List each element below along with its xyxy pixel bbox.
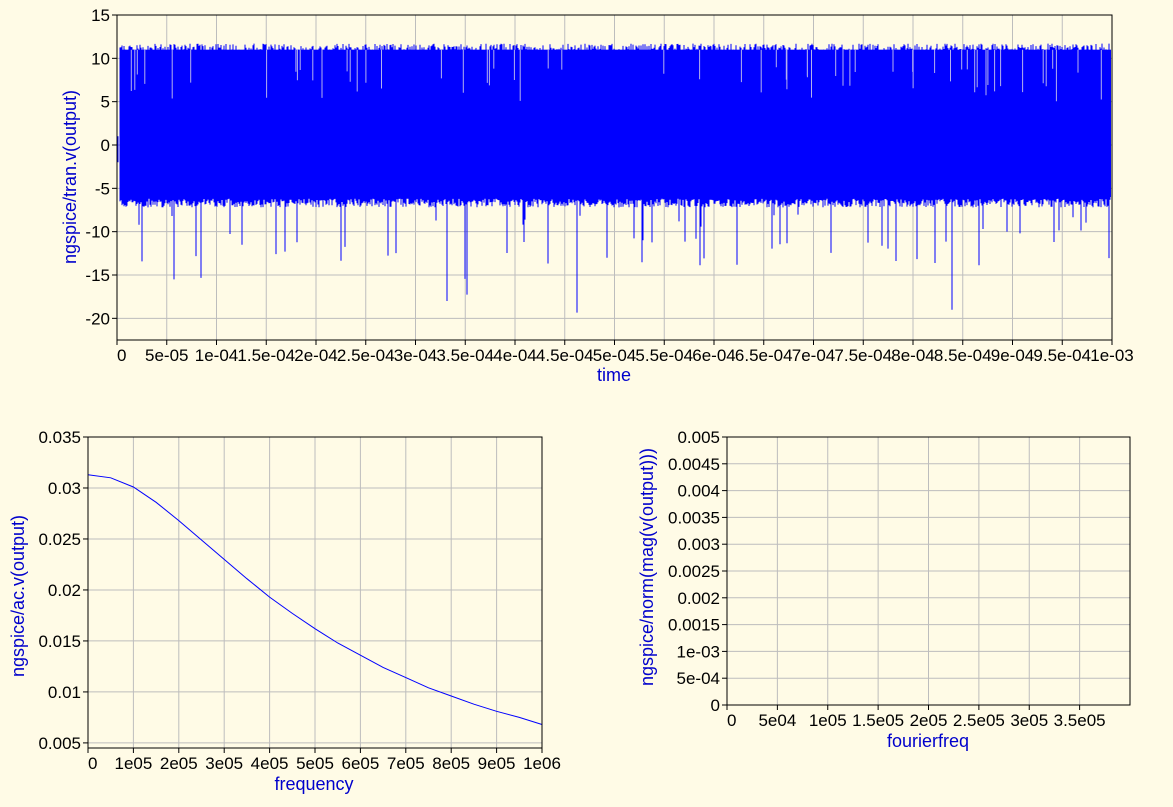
fourier-x-tick-label: 0 <box>727 711 736 730</box>
ac-x-tick-label: 8e05 <box>432 754 470 773</box>
ac-x-tick-label: 1e06 <box>523 754 561 773</box>
tran-x-tick-label: 4.5e-04 <box>536 346 594 365</box>
ac-y-tick-label: 0.01 <box>48 683 81 702</box>
tran-signal-line <box>117 43 1111 313</box>
ac-x-tick-label: 0 <box>88 754 97 773</box>
tran-y-tick-label: 10 <box>91 49 110 68</box>
fourier-gridlines <box>726 436 1130 706</box>
tran-x-tick-label: 1.5e-04 <box>237 346 295 365</box>
tran-y-tick-label: -5 <box>95 179 110 198</box>
fourier-x-tick-label: 2.5e05 <box>953 711 1005 730</box>
tran-y-tick-label: 15 <box>91 6 110 25</box>
ac-chart: 0 1e05 2e05 3e05 4e05 5e05 6e05 7e05 8e05 9e05 1e0… <box>8 428 561 794</box>
ac-x-tick-label: 3e05 <box>205 754 243 773</box>
ac-x-tick-label: 5e05 <box>296 754 334 773</box>
tran-y-tick-label: -10 <box>85 223 110 242</box>
tran-x-tick-label: 8.5e-04 <box>934 346 992 365</box>
fourier-x-axis-label: fourierfreq <box>887 731 969 751</box>
tran-signal-gaps <box>130 49 1102 102</box>
ac-y-tick-label: 0.025 <box>38 530 81 549</box>
ac-x-axis-label: frequency <box>274 774 353 794</box>
ac-trace <box>87 474 543 725</box>
ac-response-line <box>87 474 543 725</box>
tran-y-axis-label: ngspice/tran.v(output) <box>60 90 80 264</box>
ac-y-tick-label: 0.035 <box>38 428 81 447</box>
ac-y-tick-label: 0.02 <box>48 581 81 600</box>
ac-y-tick-label: 0.03 <box>48 479 81 498</box>
ac-y-ticks: 0.005 0.01 0.015 0.02 0.025 0.03 0.035 <box>38 428 88 753</box>
fourier-y-tick-label: 5e-04 <box>677 669 720 688</box>
tran-x-tick-label: 7.5e-04 <box>834 346 892 365</box>
ac-x-tick-label: 9e05 <box>478 754 516 773</box>
tran-x-tick-label: 0 <box>117 346 126 365</box>
fourier-y-tick-label: 0.003 <box>677 535 720 554</box>
tran-y-tick-label: 0 <box>101 136 110 155</box>
ac-x-tick-label: 2e05 <box>160 754 198 773</box>
tran-x-tick-label: 5e-04 <box>593 346 636 365</box>
fourier-y-tick-label: 1e-03 <box>677 642 720 661</box>
tran-x-tick-label: 3e-04 <box>394 346 437 365</box>
tran-x-tick-label: 1e-04 <box>195 346 238 365</box>
ac-x-tick-label: 1e05 <box>114 754 152 773</box>
fourier-y-axis-label: ngspice/norm(mag(v(output))) <box>637 448 657 686</box>
fourier-y-tick-label: 0.0035 <box>668 508 720 527</box>
tran-x-tick-label: 3.5e-04 <box>436 346 494 365</box>
tran-x-tick-label: 9e-04 <box>991 346 1034 365</box>
fourier-y-ticks: 0 5e-04 1e-03 0.0015 0.002 0.0025 0.003 0.0035 0… <box>668 428 727 715</box>
tran-x-tick-label: 2e-04 <box>294 346 337 365</box>
ac-x-tick-label: 7e05 <box>387 754 425 773</box>
tran-chart: 0 5e-05 1e-04 1.5e-04 2e-04 2.5e-04 3e-04 3.5e-… <box>60 6 1134 385</box>
tran-x-axis-label: time <box>597 365 631 385</box>
fourier-y-tick-label: 0.0045 <box>668 455 720 474</box>
fourier-x-ticks: 0 5e04 1e05 1.5e05 2e05 2.5e05 3e05 3.5e05 <box>726 705 1106 730</box>
tran-x-ticks: 0 5e-05 1e-04 1.5e-04 2e-04 2.5e-04 3e-04 3.5e-… <box>116 340 1134 365</box>
tran-x-tick-label: 7e-04 <box>792 346 835 365</box>
ac-y-tick-label: 0.015 <box>38 632 81 651</box>
tran-y-tick-label: -20 <box>85 309 110 328</box>
fourier-x-tick-label: 1e05 <box>809 711 847 730</box>
fourier-x-tick-label: 5e04 <box>758 711 796 730</box>
tran-x-tick-label: 6e-04 <box>692 346 735 365</box>
fourier-y-tick-label: 0.004 <box>677 482 720 501</box>
tran-x-tick-label: 5e-05 <box>145 346 188 365</box>
fourier-x-tick-label: 3e05 <box>1010 711 1048 730</box>
fourier-x-tick-label: 1.5e05 <box>852 711 904 730</box>
tran-x-tick-label: 1e-03 <box>1090 346 1133 365</box>
fourier-y-tick-label: 0.005 <box>677 428 720 447</box>
ac-x-ticks: 0 1e05 2e05 3e05 4e05 5e05 6e05 7e05 8e05 9e05 1e0… <box>87 748 561 773</box>
fourier-y-tick-label: 0 <box>711 696 720 715</box>
tran-x-tick-label: 5.5e-04 <box>635 346 693 365</box>
ac-x-tick-label: 4e05 <box>251 754 289 773</box>
tran-y-ticks: -20 -15 -10 -5 0 5 10 15 <box>85 6 117 328</box>
fourier-x-tick-label: 2e05 <box>910 711 948 730</box>
fourier-y-tick-label: 0.0025 <box>668 562 720 581</box>
tran-x-tick-label: 9.5e-04 <box>1033 346 1091 365</box>
fourier-y-tick-label: 0.0015 <box>668 616 720 635</box>
tran-trace <box>117 43 1111 313</box>
tran-x-tick-label: 8e-04 <box>891 346 934 365</box>
fourier-chart: 0 5e04 1e05 1.5e05 2e05 2.5e05 3e05 3.5e05 0 5e-… <box>637 428 1131 751</box>
tran-x-tick-label: 6.5e-04 <box>735 346 793 365</box>
ac-y-axis-label: ngspice/ac.v(output) <box>8 515 28 677</box>
ac-x-tick-label: 6e05 <box>341 754 379 773</box>
ac-gridlines <box>87 436 543 748</box>
tran-x-tick-label: 2.5e-04 <box>337 346 395 365</box>
tran-y-tick-label: 5 <box>101 93 110 112</box>
fourier-x-tick-label: 3.5e05 <box>1054 711 1106 730</box>
tran-x-tick-label: 4e-04 <box>493 346 536 365</box>
fourier-y-tick-label: 0.002 <box>677 589 720 608</box>
ac-y-tick-label: 0.005 <box>38 734 81 753</box>
tran-y-tick-label: -15 <box>85 266 110 285</box>
